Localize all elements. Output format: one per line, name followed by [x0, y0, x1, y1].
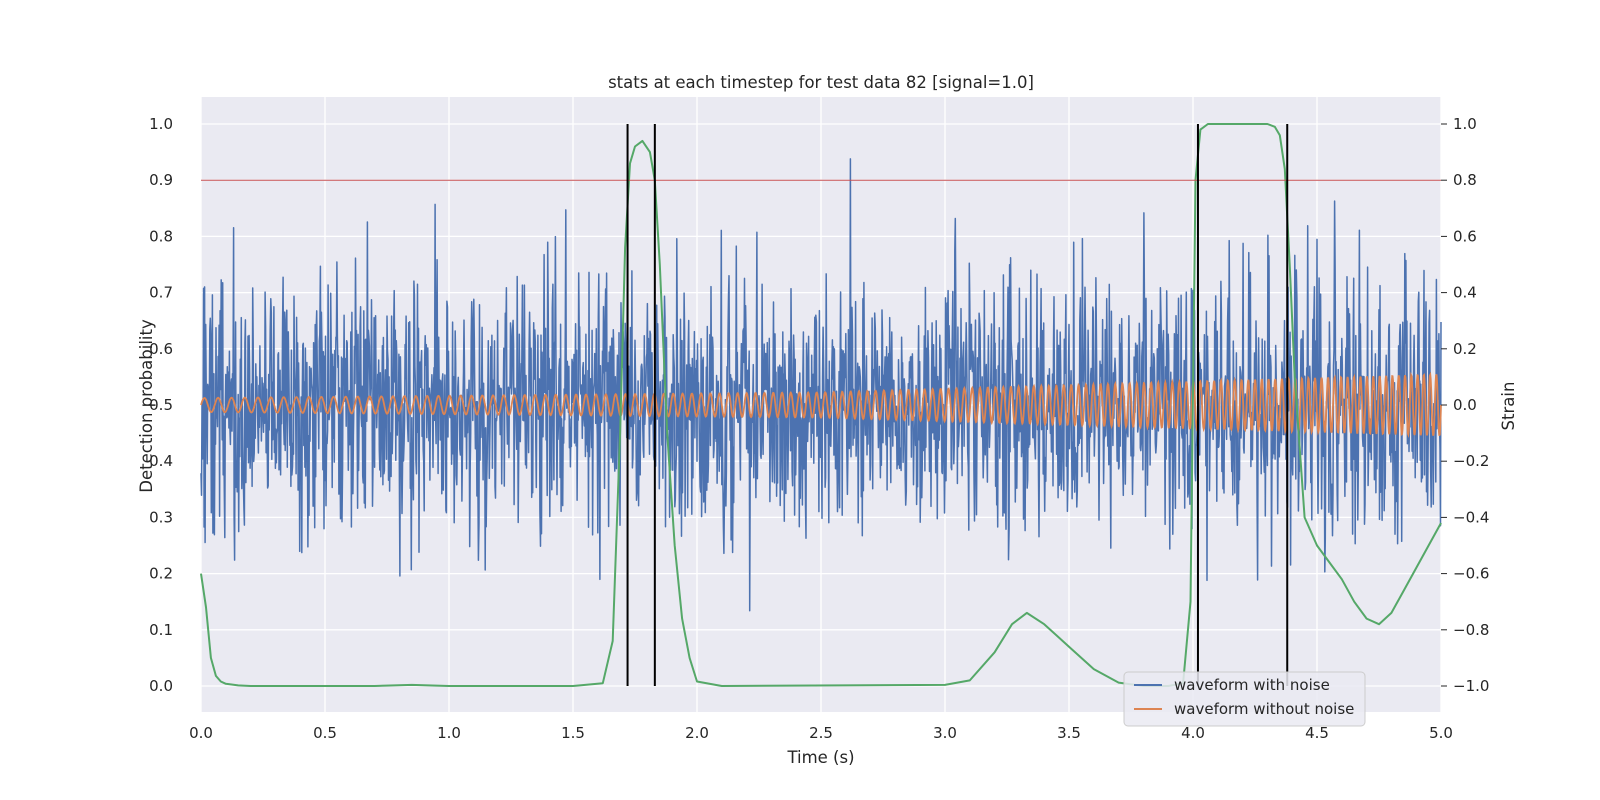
y2-tick-label: −0.2: [1453, 452, 1489, 470]
x-tick-label: 1.0: [437, 724, 461, 742]
x-tick-label: 4.5: [1305, 724, 1329, 742]
x-tick-label: 3.5: [1057, 724, 1081, 742]
y2-tick-label: 0.0: [1453, 396, 1477, 414]
y-tick-label: 0.1: [149, 621, 173, 639]
x-tick-label: 0.0: [189, 724, 213, 742]
series-line-detection-probability: [200, 123, 1442, 687]
x-tick-label: 4.0: [1181, 724, 1205, 742]
x-tick-label: 2.5: [809, 724, 833, 742]
y2-tick-label: 0.4: [1453, 284, 1477, 302]
x-tick-label: 2.0: [685, 724, 709, 742]
x-tick-label: 1.5: [561, 724, 585, 742]
y-tick-label: 0.6: [149, 340, 173, 358]
y2-tick-label: 0.6: [1453, 227, 1477, 245]
y-tick-label: 1.0: [149, 115, 173, 133]
data-layer: [200, 123, 1442, 687]
y-tick-label: 0.0: [149, 677, 173, 695]
y2-tick-label: 0.8: [1453, 171, 1477, 189]
y-tick-label: 0.9: [149, 171, 173, 189]
y2-tick-label: −0.4: [1453, 508, 1489, 526]
legend-label-noisy: waveform with noise: [1174, 676, 1330, 694]
x-tick-label: 0.5: [313, 724, 337, 742]
chart-title: stats at each timestep for test data 82 …: [608, 73, 1034, 92]
y-tick-label: 0.5: [149, 396, 173, 414]
y2-tick-label: −0.8: [1453, 621, 1489, 639]
series-line-waveform-without-noise: [200, 371, 1442, 439]
y-tick-label: 0.3: [149, 508, 173, 526]
y-tick-label: 0.8: [149, 227, 173, 245]
y-axis-label: Detection probability: [137, 319, 156, 493]
y2-tick-label: −1.0: [1453, 677, 1489, 695]
y2-tick-label: 1.0: [1453, 115, 1477, 133]
y2-tick-label: 0.2: [1453, 340, 1477, 358]
tick-labels: 0.0 0.5 1.0 1.5 2.0 2.5 3.0 3.5 4.0 4.5 5.0 0.0 0.1 0…: [149, 115, 1489, 742]
legend: waveform with noise waveform without noi…: [1123, 671, 1366, 727]
series-line-waveform-with-noise: [200, 158, 1442, 612]
y2-tick-label: −0.6: [1453, 565, 1489, 583]
y2-axis-label: Strain: [1499, 382, 1518, 431]
detection-markers: [626, 124, 1289, 686]
x-tick-label: 3.0: [933, 724, 957, 742]
y-tick-label: 0.7: [149, 284, 173, 302]
x-tick-label: 5.0: [1429, 724, 1453, 742]
legend-label-clean: waveform without noise: [1174, 700, 1354, 718]
y-tick-label: 0.4: [149, 452, 173, 470]
x-axis-label: Time (s): [786, 748, 854, 767]
y-tick-label: 0.2: [149, 565, 173, 583]
